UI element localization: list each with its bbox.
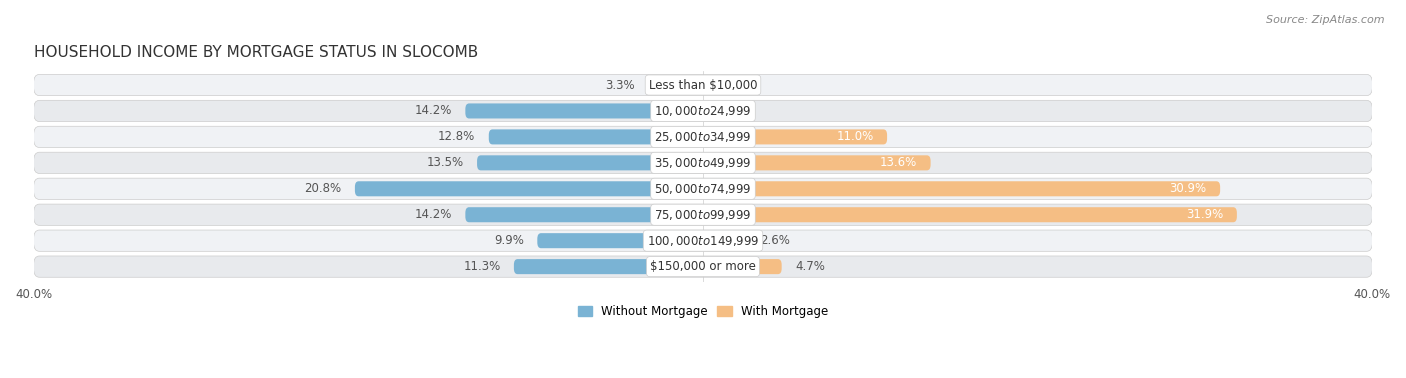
Text: 12.8%: 12.8% — [439, 130, 475, 143]
Text: 2.6%: 2.6% — [759, 234, 790, 247]
FancyBboxPatch shape — [703, 129, 887, 144]
FancyBboxPatch shape — [703, 155, 931, 170]
Text: 13.5%: 13.5% — [426, 156, 464, 169]
Text: $25,000 to $34,999: $25,000 to $34,999 — [654, 130, 752, 144]
Text: 3.3%: 3.3% — [605, 79, 634, 91]
Text: 11.3%: 11.3% — [463, 260, 501, 273]
FancyBboxPatch shape — [34, 100, 1372, 122]
FancyBboxPatch shape — [513, 259, 703, 274]
Text: 0.0%: 0.0% — [717, 104, 747, 118]
FancyBboxPatch shape — [34, 204, 1372, 225]
Text: HOUSEHOLD INCOME BY MORTGAGE STATUS IN SLOCOMB: HOUSEHOLD INCOME BY MORTGAGE STATUS IN S… — [34, 45, 478, 60]
FancyBboxPatch shape — [648, 77, 703, 93]
FancyBboxPatch shape — [34, 256, 1372, 277]
FancyBboxPatch shape — [34, 152, 1372, 174]
Text: Less than $10,000: Less than $10,000 — [648, 79, 758, 91]
Text: Source: ZipAtlas.com: Source: ZipAtlas.com — [1267, 15, 1385, 25]
Text: 20.8%: 20.8% — [304, 182, 342, 195]
FancyBboxPatch shape — [477, 155, 703, 170]
Text: 11.0%: 11.0% — [837, 130, 873, 143]
FancyBboxPatch shape — [34, 126, 1372, 147]
Text: $75,000 to $99,999: $75,000 to $99,999 — [654, 208, 752, 222]
FancyBboxPatch shape — [34, 230, 1372, 251]
Text: $50,000 to $74,999: $50,000 to $74,999 — [654, 182, 752, 196]
FancyBboxPatch shape — [703, 181, 1220, 196]
Text: 14.2%: 14.2% — [415, 208, 451, 221]
Legend: Without Mortgage, With Mortgage: Without Mortgage, With Mortgage — [574, 301, 832, 323]
FancyBboxPatch shape — [34, 74, 1372, 96]
Text: 14.2%: 14.2% — [415, 104, 451, 118]
FancyBboxPatch shape — [703, 233, 747, 248]
Text: $35,000 to $49,999: $35,000 to $49,999 — [654, 156, 752, 170]
FancyBboxPatch shape — [465, 207, 703, 222]
FancyBboxPatch shape — [354, 181, 703, 196]
Text: 13.6%: 13.6% — [880, 156, 917, 169]
Text: $10,000 to $24,999: $10,000 to $24,999 — [654, 104, 752, 118]
Text: 0.0%: 0.0% — [717, 79, 747, 91]
Text: $150,000 or more: $150,000 or more — [650, 260, 756, 273]
FancyBboxPatch shape — [703, 259, 782, 274]
Text: 4.7%: 4.7% — [794, 260, 825, 273]
FancyBboxPatch shape — [465, 104, 703, 118]
Text: $100,000 to $149,999: $100,000 to $149,999 — [647, 234, 759, 248]
Text: 31.9%: 31.9% — [1187, 208, 1223, 221]
FancyBboxPatch shape — [489, 129, 703, 144]
FancyBboxPatch shape — [703, 207, 1237, 222]
Text: 9.9%: 9.9% — [494, 234, 524, 247]
Text: 30.9%: 30.9% — [1170, 182, 1206, 195]
FancyBboxPatch shape — [34, 178, 1372, 200]
FancyBboxPatch shape — [537, 233, 703, 248]
